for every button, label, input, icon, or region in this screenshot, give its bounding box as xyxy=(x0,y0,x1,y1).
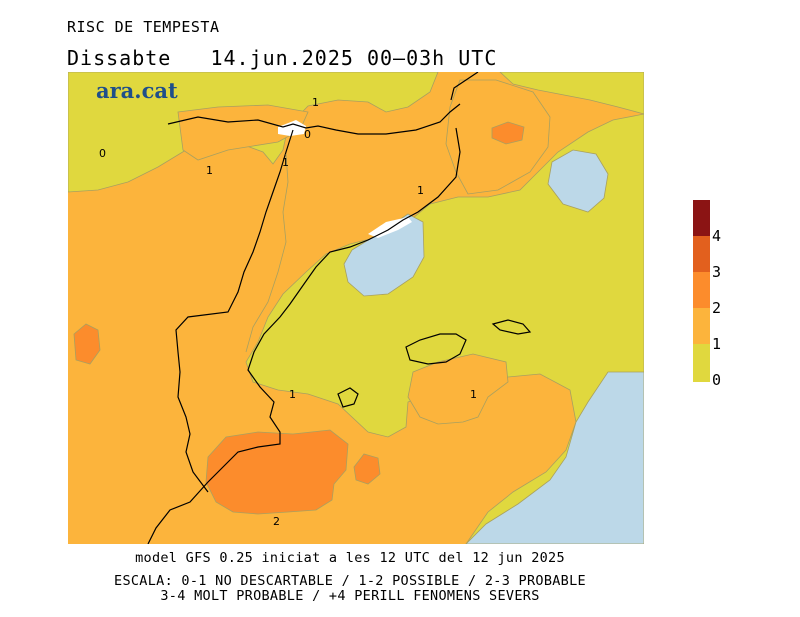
blank-area-coast xyxy=(368,217,412,238)
legend-band-3-4 xyxy=(693,236,710,272)
contour-label: 1 xyxy=(282,156,289,169)
border-line xyxy=(175,129,294,493)
level-2-3-area-south xyxy=(205,429,349,515)
contour-label: 1 xyxy=(312,96,319,109)
legend-label-3: 3 xyxy=(712,263,722,281)
blank-area-pyrenees xyxy=(278,120,306,136)
contour-label: 0 xyxy=(99,147,106,160)
legend-label-4: 4 xyxy=(712,227,722,245)
scale-description-line2: 3-4 MOLT PROBABLE / +4 PERILL FENOMENS S… xyxy=(160,588,540,604)
contour-label: 1 xyxy=(417,184,424,197)
forecast-datetime: Dissabte 14.jun.2025 00—03h UTC xyxy=(67,46,498,70)
legend-label-1: 1 xyxy=(712,335,722,353)
sea-area-southeast xyxy=(465,371,644,544)
coastline xyxy=(450,72,479,101)
risk-color-scale xyxy=(693,200,710,382)
contour-label: 1 xyxy=(470,388,477,401)
level-0-1-area-northeast xyxy=(499,72,644,115)
legend-band-1-2 xyxy=(693,308,710,344)
contour-label: 2 xyxy=(273,515,280,528)
contour-label: 1 xyxy=(289,388,296,401)
ara-cat-logo[interactable]: ara.cat xyxy=(96,78,178,103)
contour-label: 1 xyxy=(206,164,213,177)
contour-label: 0 xyxy=(304,128,311,141)
sea-area-east xyxy=(547,149,609,213)
border-line xyxy=(245,153,289,353)
level-2-3-area-west xyxy=(73,323,101,365)
coastline xyxy=(167,103,461,135)
island xyxy=(491,319,532,335)
level-1-2-area-balearic xyxy=(407,353,509,425)
legend-band-4-plus xyxy=(693,200,710,236)
legend-label-2: 2 xyxy=(712,299,722,317)
legend-band-2-3 xyxy=(693,272,710,308)
legend-label-0: 0 xyxy=(712,371,722,389)
level-2-3-area-northeast xyxy=(491,121,525,145)
coastline xyxy=(147,127,461,544)
legend-band-0-1 xyxy=(693,344,710,382)
island xyxy=(405,333,467,365)
model-info-text: model GFS 0.25 iniciat a les 12 UTC del … xyxy=(135,550,565,566)
level-0-1-area-central xyxy=(245,113,644,544)
scale-description-line1: ESCALA: 0-1 NO DESCARTABLE / 1-2 POSSIBL… xyxy=(114,573,586,589)
island xyxy=(337,387,359,408)
level-2-3-area-southeast xyxy=(353,453,381,485)
storm-risk-map: 1 0 0 1 1 1 1 1 2 xyxy=(68,72,644,544)
map-title: RISC DE TEMPESTA xyxy=(67,18,220,36)
